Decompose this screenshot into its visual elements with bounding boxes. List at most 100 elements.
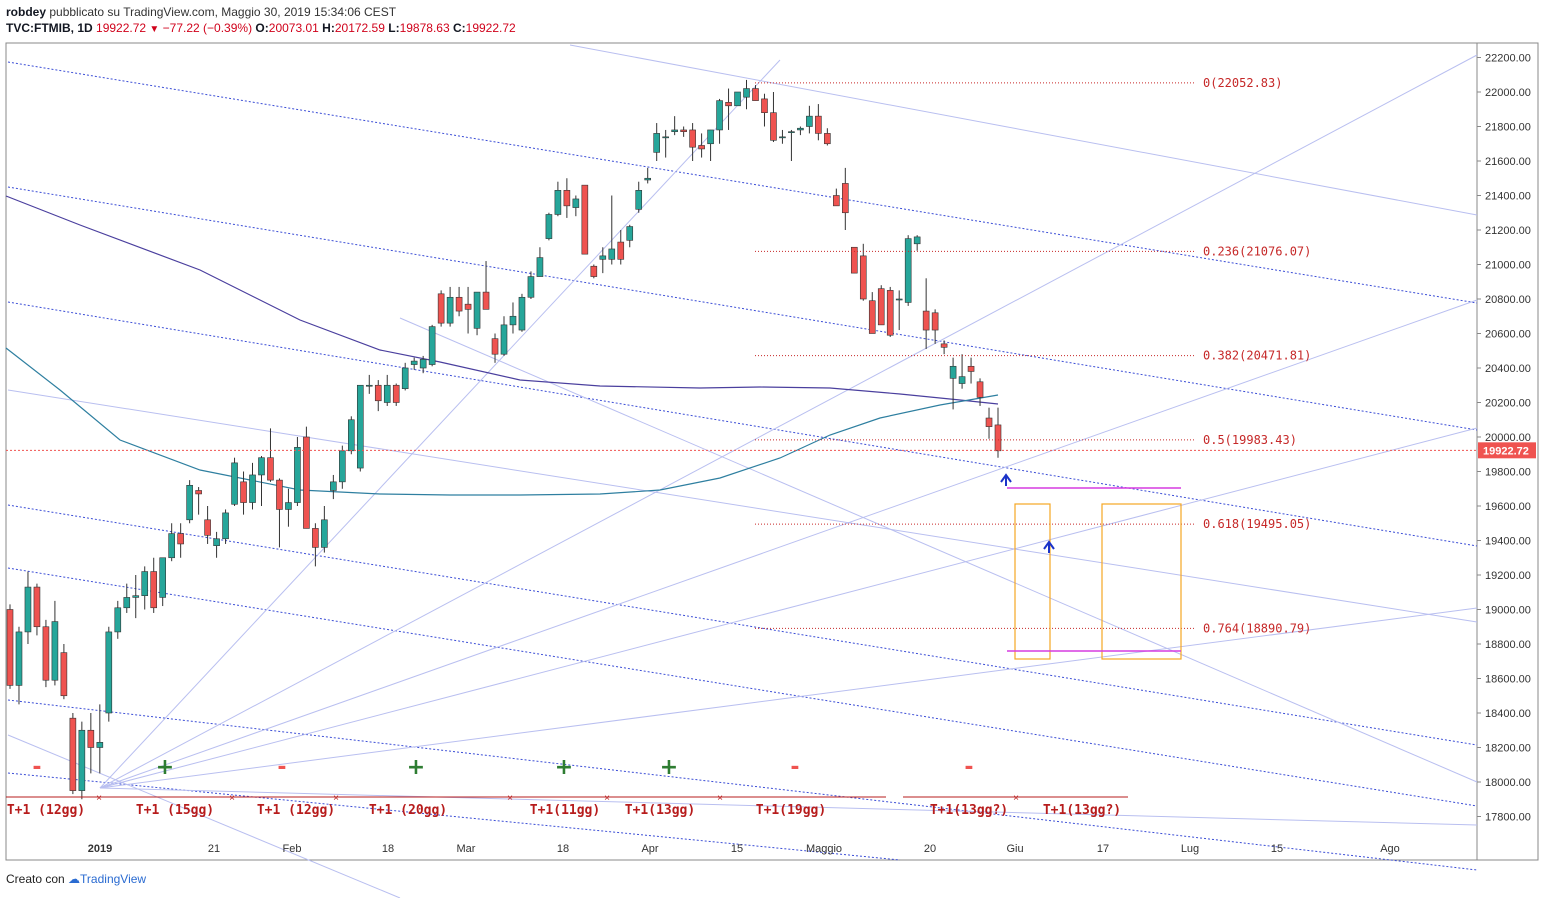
candle-body[interactable] [590,265,598,277]
candle-body[interactable] [931,312,939,331]
candle-body[interactable] [339,450,346,483]
candle-body[interactable] [213,538,220,546]
candle-body[interactable] [608,248,616,260]
candle-body[interactable] [743,88,750,98]
candle-body[interactable] [348,419,355,452]
candle-body[interactable] [428,326,436,365]
candle-body[interactable] [824,133,831,145]
candle-body[interactable] [770,112,777,141]
candle-body[interactable] [204,519,211,536]
candle-body[interactable] [635,190,643,210]
candle-body[interactable] [572,198,580,208]
candle-body[interactable] [195,490,202,495]
candle-body[interactable] [321,519,328,548]
candle-body[interactable] [662,136,669,139]
candle-body[interactable] [78,729,86,791]
candle-body[interactable] [24,586,32,633]
candle-body[interactable] [392,384,400,403]
candle-body[interactable] [285,502,292,510]
candle-body[interactable] [833,195,840,207]
candle-body[interactable] [913,236,921,245]
candle-body[interactable] [994,424,1002,452]
candle-body[interactable] [96,742,104,748]
candle-body[interactable] [294,447,301,503]
candle-body[interactable] [276,479,283,510]
candle-body[interactable] [536,257,544,277]
candle-body[interactable] [563,190,571,207]
candle-body[interactable] [141,571,149,596]
candle-body[interactable] [365,384,373,387]
candle-body[interactable] [132,595,140,598]
candle-body[interactable] [473,291,481,329]
candle-body[interactable] [222,512,229,540]
candle-body[interactable] [312,528,319,548]
candle-body[interactable] [752,88,759,101]
candle-body[interactable] [958,376,966,384]
candle-body[interactable] [509,315,517,326]
candle-body[interactable] [186,484,193,521]
candle-body[interactable] [842,183,849,214]
candle-body[interactable] [401,367,409,390]
candle-body[interactable] [60,652,68,697]
candle-body[interactable] [922,310,930,331]
candle-body[interactable] [231,462,238,505]
candle-body[interactable] [267,457,274,481]
candle-body[interactable] [114,607,122,633]
candle-body[interactable] [240,481,247,503]
candle-body[interactable] [518,296,526,331]
candle-body[interactable] [105,631,113,714]
candle-body[interactable] [554,190,562,215]
candle-body[interactable] [446,296,454,324]
candle-body[interactable] [500,324,508,355]
candle-body[interactable] [177,533,184,545]
candle-body[interactable] [716,100,723,131]
candle-body[interactable] [527,276,535,298]
tradingview-brand[interactable]: TradingView [80,872,147,886]
candle-body[interactable] [303,436,310,529]
candle-body[interactable] [859,255,867,300]
candle-body[interactable] [159,557,166,598]
candle-body[interactable] [419,359,427,369]
candle-body[interactable] [455,296,463,312]
candle-body[interactable] [671,129,678,132]
candle-body[interactable] [644,177,652,181]
candle-body[interactable] [150,571,158,609]
candle-body[interactable] [15,631,23,686]
candle-body[interactable] [940,343,948,348]
candle-body[interactable] [410,360,418,365]
candle-body[interactable] [967,365,975,372]
candle-body[interactable] [374,384,382,402]
candle-body[interactable] [680,129,687,132]
candle-body[interactable] [383,384,391,403]
candle-body[interactable] [886,290,894,336]
candle-body[interactable] [707,129,714,145]
candle-body[interactable] [491,338,499,355]
candle-body[interactable] [850,246,858,274]
candle-body[interactable] [626,226,634,241]
candle-body[interactable] [6,609,14,686]
candle-body[interactable] [258,457,265,476]
candle-body[interactable] [806,115,813,127]
candle-body[interactable] [87,729,95,748]
candle-body[interactable] [51,621,59,681]
publisher-name[interactable]: robdey [6,5,47,19]
candle-body[interactable] [617,241,625,260]
candle-body[interactable] [168,533,175,559]
candle-body[interactable] [779,136,786,139]
candle-body[interactable] [249,474,256,503]
candle-body[interactable] [356,384,364,469]
candle-body[interactable] [725,102,732,107]
candle-body[interactable] [877,288,885,326]
candle-body[interactable] [761,98,768,114]
candle-body[interactable] [797,127,804,131]
candle-body[interactable] [868,300,876,334]
candle-body[interactable] [949,365,957,379]
candle-body[interactable] [33,586,41,628]
candle-body[interactable] [904,238,912,303]
candle-body[interactable] [69,717,77,791]
candle-body[interactable] [581,184,589,255]
candle-body[interactable] [698,145,705,150]
candle-body[interactable] [42,626,50,681]
candle-body[interactable] [985,417,993,427]
